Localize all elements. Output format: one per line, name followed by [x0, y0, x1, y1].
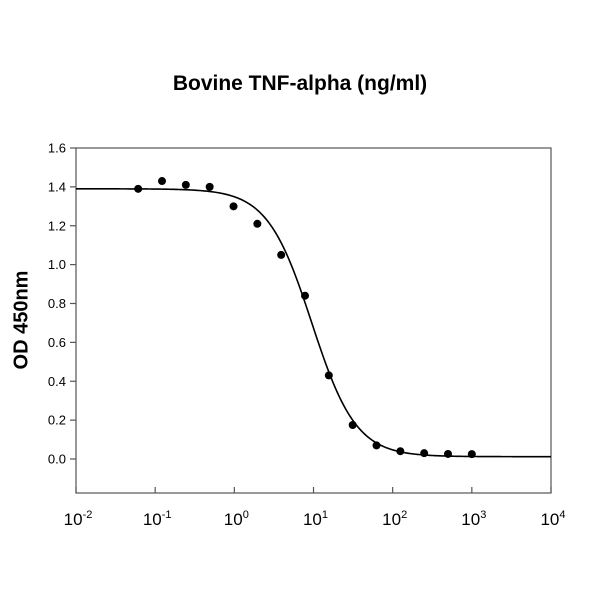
- data-point: [420, 449, 429, 458]
- y-tick-label: 1.6: [48, 141, 66, 156]
- data-points: [134, 177, 476, 459]
- data-point: [467, 450, 476, 459]
- data-point: [253, 219, 262, 228]
- y-tick-label: 0.4: [48, 374, 66, 389]
- x-tick-label: 10-1: [143, 509, 172, 529]
- data-point: [372, 441, 381, 450]
- y-tick-label: 0.0: [48, 452, 66, 467]
- data-point: [134, 184, 143, 193]
- data-point: [277, 250, 286, 259]
- x-tick-label: 102: [382, 509, 407, 529]
- x-tick-label: 104: [540, 509, 565, 529]
- y-axis: 0.0 0.2 0.4 0.6 0.8 1.0 1.2 1.4 1.6: [48, 141, 76, 467]
- x-tick-label: 103: [461, 509, 486, 529]
- y-tick-label: 1.2: [48, 218, 66, 233]
- x-tick-label: 101: [303, 509, 328, 529]
- y-tick-label: 1.0: [48, 257, 66, 272]
- data-point: [158, 177, 167, 186]
- plot-frame: [75, 147, 552, 494]
- x-axis: 10-2 10-1 100 101 102 103 104: [64, 487, 566, 529]
- fit-curve: [76, 188, 551, 458]
- data-point: [324, 371, 333, 380]
- y-tick-label: 1.4: [48, 179, 66, 194]
- data-point: [444, 449, 453, 458]
- y-tick-label: 0.6: [48, 335, 66, 350]
- x-tick-label: 100: [224, 509, 249, 529]
- data-point: [301, 291, 310, 300]
- data-point: [181, 180, 190, 189]
- y-tick-label: 0.2: [48, 413, 66, 428]
- chart-title: Bovine TNF-alpha (ng/ml): [172, 72, 428, 95]
- data-point: [348, 420, 357, 429]
- data-point: [205, 182, 214, 191]
- data-point: [229, 202, 238, 211]
- data-point: [396, 447, 405, 456]
- y-tick-label: 0.8: [48, 296, 66, 311]
- x-tick-label: 10-2: [64, 509, 93, 529]
